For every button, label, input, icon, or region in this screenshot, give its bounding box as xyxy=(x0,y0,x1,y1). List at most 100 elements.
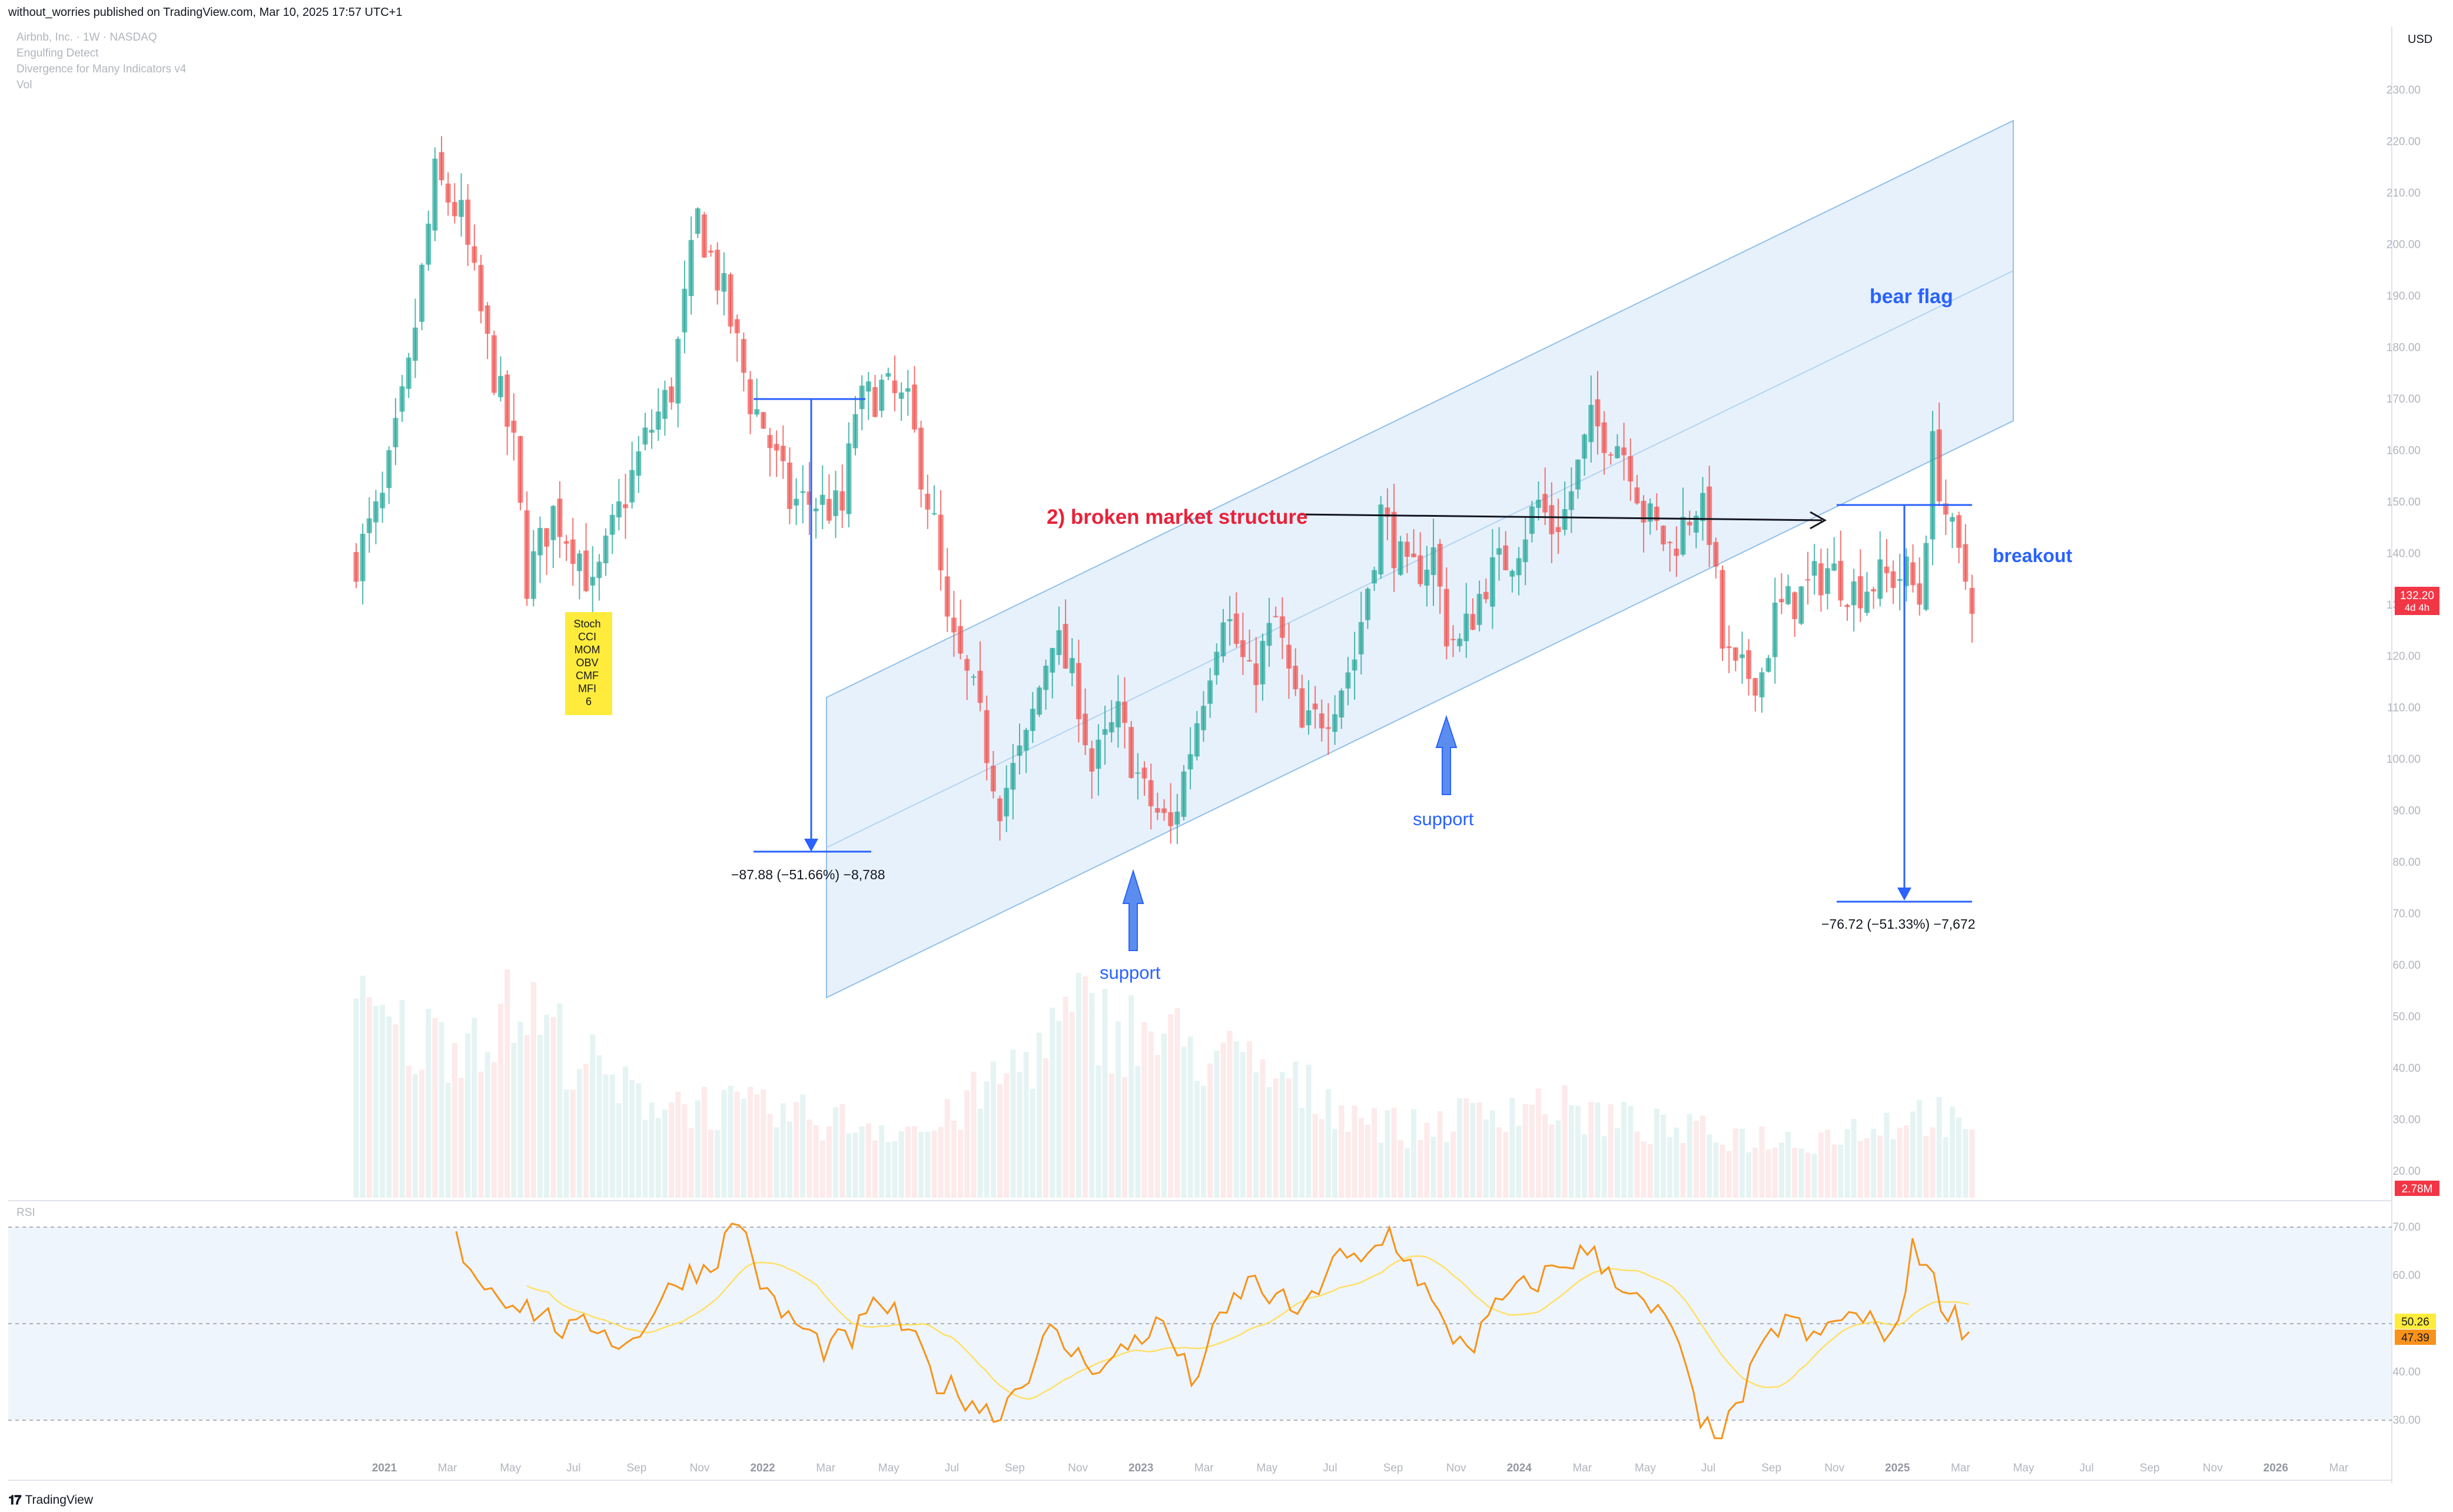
volume-bar xyxy=(1187,1036,1193,1198)
candle-body xyxy=(419,264,425,322)
volume-bar xyxy=(754,1094,760,1198)
volume-bar xyxy=(780,1103,786,1198)
candle-body xyxy=(550,506,556,540)
volume-bar xyxy=(1004,1073,1010,1198)
support-arrow-2[interactable] xyxy=(1435,715,1458,795)
volume-bar xyxy=(819,1140,825,1198)
candle-body xyxy=(576,553,582,571)
time-tick: May xyxy=(500,1462,521,1474)
candle-body xyxy=(786,463,792,509)
candle-body xyxy=(497,375,503,397)
symbol-legend[interactable]: Airbnb, Inc. · 1W · NASDAQ xyxy=(16,31,157,44)
volume-bar xyxy=(734,1091,740,1198)
volume-bar xyxy=(544,1015,550,1198)
broken-structure-label: 2) broken market structure xyxy=(1047,506,1307,529)
support-arrow-1[interactable] xyxy=(1122,869,1144,951)
candle-body xyxy=(728,274,733,327)
indicator-engulfing[interactable]: Engulfing Detect xyxy=(16,47,99,59)
volume-bar xyxy=(839,1104,845,1198)
candle-body xyxy=(590,577,596,586)
volume-bar xyxy=(1043,1058,1049,1198)
volume-bar xyxy=(958,1130,964,1198)
tradingview-footer[interactable]: 𝟏𝟕 TradingView xyxy=(8,1493,93,1508)
rsi-line xyxy=(455,1222,1970,1440)
rsi-badges: 50.26 47.39 xyxy=(2395,1314,2436,1345)
candle-body xyxy=(1890,571,1896,588)
volume-bar xyxy=(1063,996,1068,1198)
volume-bar xyxy=(1010,1049,1016,1198)
volume-bar xyxy=(1096,1065,1101,1198)
volume-bar xyxy=(596,1055,602,1198)
indicator-volume[interactable]: Vol xyxy=(16,79,32,91)
volume-bar xyxy=(1732,1128,1738,1198)
time-tick: May xyxy=(1635,1462,1656,1474)
broken-structure-arrow[interactable] xyxy=(1299,511,1827,530)
candle-body xyxy=(1871,589,1877,591)
volume-bar xyxy=(1752,1147,1758,1198)
volume-bar xyxy=(655,1118,661,1198)
divergence-box[interactable]: Stoch CCI MOM OBV CMF MFI 6 xyxy=(565,612,612,715)
candle-body xyxy=(669,386,675,403)
volume-bar xyxy=(1785,1131,1791,1198)
measure-tool-1[interactable] xyxy=(754,398,871,853)
volume-bar xyxy=(1778,1142,1784,1198)
volume-bar xyxy=(1227,1031,1233,1198)
rsi-axis[interactable]: 30.00 40.00 60.00 70.00 xyxy=(2392,1221,2421,1427)
candle-body xyxy=(892,380,898,393)
volume-bar xyxy=(1345,1131,1351,1198)
volume-bar xyxy=(1385,1110,1390,1198)
candle-body xyxy=(544,528,550,547)
time-tick: Nov xyxy=(1446,1462,1466,1474)
volume-bar xyxy=(695,1100,701,1198)
measure-tool-2[interactable] xyxy=(1837,504,1972,903)
volume-bar xyxy=(669,1102,675,1198)
rsi-pane-label[interactable]: RSI xyxy=(16,1207,35,1219)
currency-label[interactable]: USD xyxy=(2408,33,2433,46)
volume-bar xyxy=(1358,1118,1364,1198)
volume-bar xyxy=(1765,1149,1771,1198)
volume-bar xyxy=(1017,1072,1023,1198)
volume-bar xyxy=(1240,1052,1246,1198)
volume-bar xyxy=(1141,1022,1147,1198)
candle-body xyxy=(1023,730,1029,751)
volume-bar xyxy=(1680,1143,1686,1198)
volume-bar xyxy=(1562,1085,1568,1198)
volume-bar xyxy=(1555,1120,1561,1198)
volume-bar xyxy=(748,1086,754,1198)
time-tick: 2021 xyxy=(372,1462,397,1474)
volume-bar xyxy=(491,1062,497,1198)
volume-bar xyxy=(1720,1144,1725,1198)
time-tick: Nov xyxy=(1824,1462,1844,1474)
volume-bar xyxy=(715,1129,721,1198)
volume-bar xyxy=(1148,1031,1154,1198)
candle-body xyxy=(1621,447,1627,456)
price-tick: 100.00 xyxy=(2386,753,2421,766)
candle-body xyxy=(1437,544,1443,587)
volume-bar xyxy=(1273,1078,1279,1198)
indicator-divergence[interactable]: Divergence for Many Indicators v4 xyxy=(16,63,187,75)
volume-bar xyxy=(1450,1131,1456,1198)
price-tick: 40.00 xyxy=(2392,1062,2421,1075)
candle-body xyxy=(1529,506,1535,534)
time-tick: 2023 xyxy=(1128,1462,1153,1474)
time-axis[interactable]: 2021 Mar May Jul Sep Nov 2022 Mar May Jul Sep Nov 20… xyxy=(372,1462,2349,1474)
candle-body xyxy=(1411,553,1417,557)
volume-bar xyxy=(1897,1128,1903,1198)
volume-bar xyxy=(964,1090,970,1198)
volume-bar xyxy=(931,1131,937,1198)
candle-body xyxy=(1950,517,1956,522)
candle-body xyxy=(1404,541,1410,557)
candle-body xyxy=(1805,579,1811,581)
volume-bar xyxy=(1463,1098,1469,1198)
rsi-tick: 70.00 xyxy=(2392,1221,2421,1234)
candle-body xyxy=(557,499,563,537)
candle-body xyxy=(1700,493,1705,521)
time-tick: Nov xyxy=(690,1462,710,1474)
candle-body xyxy=(616,501,622,518)
candle-body xyxy=(1089,748,1095,772)
candle-body xyxy=(1739,654,1745,659)
volume-bar xyxy=(1595,1102,1601,1198)
volume-bar xyxy=(774,1127,779,1198)
volume-bar xyxy=(1483,1119,1489,1198)
